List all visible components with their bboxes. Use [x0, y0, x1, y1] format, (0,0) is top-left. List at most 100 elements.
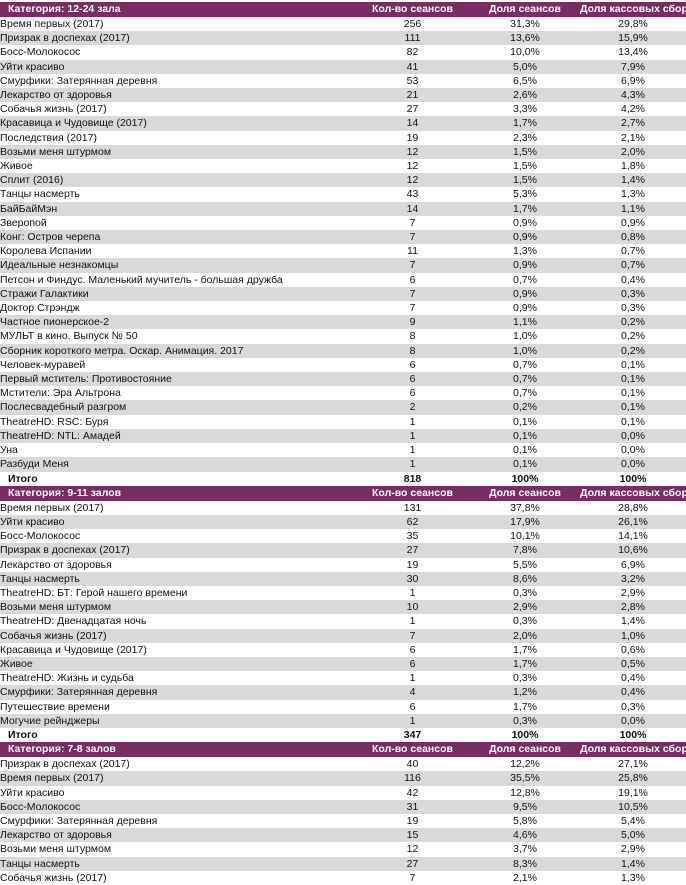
film-title: Уйти красиво	[0, 785, 355, 800]
column-header-share-box-office: Доля кассовых сборов	[580, 742, 686, 758]
column-header-share-box-office: Доля кассовых сборов	[580, 2, 686, 17]
share-box-office-value: 5,0%	[580, 828, 686, 843]
film-title: TheatreHD: Двенадцатая ночь	[0, 614, 355, 629]
film-title: TheatreHD: Жизнь и судьба	[0, 671, 355, 686]
share-box-office-value: 4,3%	[580, 88, 686, 103]
sessions-count: 8	[355, 329, 470, 344]
share-sessions-value: 9,5%	[470, 799, 580, 814]
table-row: Королева Испании 11 1,3% 0,7%	[0, 244, 686, 259]
share-box-office-value: 0,3%	[580, 286, 686, 302]
table-row: Босс-Молокосос 31 9,5% 10,5%	[0, 799, 686, 814]
share-sessions-value: 1,7%	[470, 642, 580, 657]
table-row: TheatreHD: RSC: Буря 1 0,1% 0,1%	[0, 414, 686, 429]
film-title: Уна	[0, 443, 355, 458]
share-box-office-value: 26,1%	[580, 514, 686, 530]
sessions-count: 1	[355, 614, 470, 629]
sessions-count: 10	[355, 600, 470, 615]
top-spacer	[0, 0, 686, 2]
share-sessions-value: 0,3%	[470, 585, 580, 601]
film-title: Человек-муравей	[0, 357, 355, 373]
sessions-count: 7	[355, 870, 470, 885]
share-sessions-value: 1,7%	[470, 699, 580, 714]
share-box-office-value: 0,4%	[580, 671, 686, 686]
total-row: Итого 347 100% 100%	[0, 727, 686, 743]
share-box-office-value: 0,4%	[580, 685, 686, 700]
share-sessions-value: 0,7%	[470, 272, 580, 287]
film-title: TheatreHD: БТ: Герой нашего времени	[0, 585, 355, 601]
table-row: Путешествие времени 6 1,7% 0,3%	[0, 699, 686, 714]
share-box-office-value: 10,6%	[580, 543, 686, 558]
table-row: Разбуди Меня 1 0,1% 0,0%	[0, 457, 686, 472]
table-row: TheatreHD: Жизнь и судьба 1 0,3% 0,4%	[0, 671, 686, 686]
film-title: Сплит (2016)	[0, 173, 355, 188]
film-title: Разбуди Меня	[0, 457, 355, 472]
table-row: Возьми меня штурмом 12 1,5% 2,0%	[0, 144, 686, 160]
table-row: Стражи Галактики 7 0,9% 0,3%	[0, 286, 686, 302]
share-sessions-value: 0,9%	[470, 230, 580, 245]
film-title: Живое	[0, 159, 355, 174]
sessions-count: 7	[355, 286, 470, 302]
share-sessions-value: 6,5%	[470, 73, 580, 89]
share-box-office-value: 0,8%	[580, 230, 686, 245]
film-title: Идеальные незнакомцы	[0, 258, 355, 273]
column-header-sessions: Кол-во сеансов	[355, 742, 470, 758]
film-title: Босс-Молокосос	[0, 529, 355, 544]
share-box-office-value: 6,9%	[580, 73, 686, 89]
share-sessions-value: 1,5%	[470, 159, 580, 174]
sessions-count: 9	[355, 315, 470, 330]
total-share-box-office-value: 100%	[580, 471, 686, 486]
sessions-count: 6	[355, 699, 470, 714]
share-sessions-value: 2,1%	[470, 870, 580, 885]
sessions-count: 1	[355, 428, 470, 444]
sessions-count: 6	[355, 272, 470, 287]
share-sessions-value: 1,7%	[470, 116, 580, 131]
sessions-count: 6	[355, 656, 470, 672]
share-box-office-value: 1,4%	[580, 856, 686, 871]
share-sessions-value: 2,3%	[470, 130, 580, 145]
table-row: Красавица и Чудовище (2017) 6 1,7% 0,6%	[0, 642, 686, 657]
film-title: Время первых (2017)	[0, 17, 355, 32]
share-sessions-value: 8,3%	[470, 856, 580, 871]
film-title: Возьми меня штурмом	[0, 600, 355, 615]
share-sessions-value: 35,5%	[470, 771, 580, 786]
sessions-count: 1	[355, 671, 470, 686]
total-share-box-office-value: 100%	[580, 727, 686, 743]
share-sessions-value: 1,2%	[470, 685, 580, 700]
category-header-row: Категория: 9-11 залов Кол-во сеансов Доля …	[0, 485, 686, 501]
share-sessions-value: 37,8%	[470, 500, 580, 515]
share-sessions-value: 5,3%	[470, 187, 580, 202]
table-row: Смурфики: Затерянная деревня 4 1,2% 0,4%	[0, 685, 686, 700]
share-box-office-value: 4,2%	[580, 102, 686, 117]
total-label: Итого	[0, 471, 355, 486]
share-box-office-value: 0,2%	[580, 329, 686, 344]
sessions-count: 111	[355, 31, 470, 46]
share-box-office-value: 0,1%	[580, 414, 686, 429]
sessions-count: 41	[355, 59, 470, 74]
sessions-count: 131	[355, 500, 470, 515]
share-sessions-value: 1,5%	[470, 144, 580, 160]
sessions-count: 1	[355, 414, 470, 429]
film-title: Последствия (2017)	[0, 130, 355, 145]
share-box-office-value: 0,1%	[580, 357, 686, 373]
share-sessions-value: 0,1%	[470, 428, 580, 444]
share-sessions-value: 8,6%	[470, 571, 580, 586]
film-title: Танцы насмерть	[0, 187, 355, 202]
sessions-count: 21	[355, 88, 470, 103]
total-label: Итого	[0, 727, 355, 743]
share-box-office-value: 1,1%	[580, 201, 686, 216]
table-row: Собачья жизнь (2017) 7 2,0% 1,0%	[0, 628, 686, 643]
table-row: Уйти красиво 41 5,0% 7,9%	[0, 59, 686, 74]
film-title: Смурфики: Затерянная деревня	[0, 73, 355, 89]
film-title: TheatreHD: NTL: Амадей	[0, 428, 355, 444]
table-row: Уйти красиво 62 17,9% 26,1%	[0, 514, 686, 530]
share-sessions-value: 1,1%	[470, 315, 580, 330]
table-row: Сплит (2016) 12 1,5% 1,4%	[0, 173, 686, 188]
share-box-office-value: 3,2%	[580, 571, 686, 586]
table-row: Возьми меня штурмом 10 2,9% 2,8%	[0, 600, 686, 615]
table-row: Время первых (2017) 131 37,8% 28,8%	[0, 500, 686, 515]
sessions-count: 12	[355, 159, 470, 174]
share-sessions-value: 4,6%	[470, 828, 580, 843]
share-box-office-value: 0,1%	[580, 400, 686, 415]
share-box-office-value: 15,9%	[580, 31, 686, 46]
